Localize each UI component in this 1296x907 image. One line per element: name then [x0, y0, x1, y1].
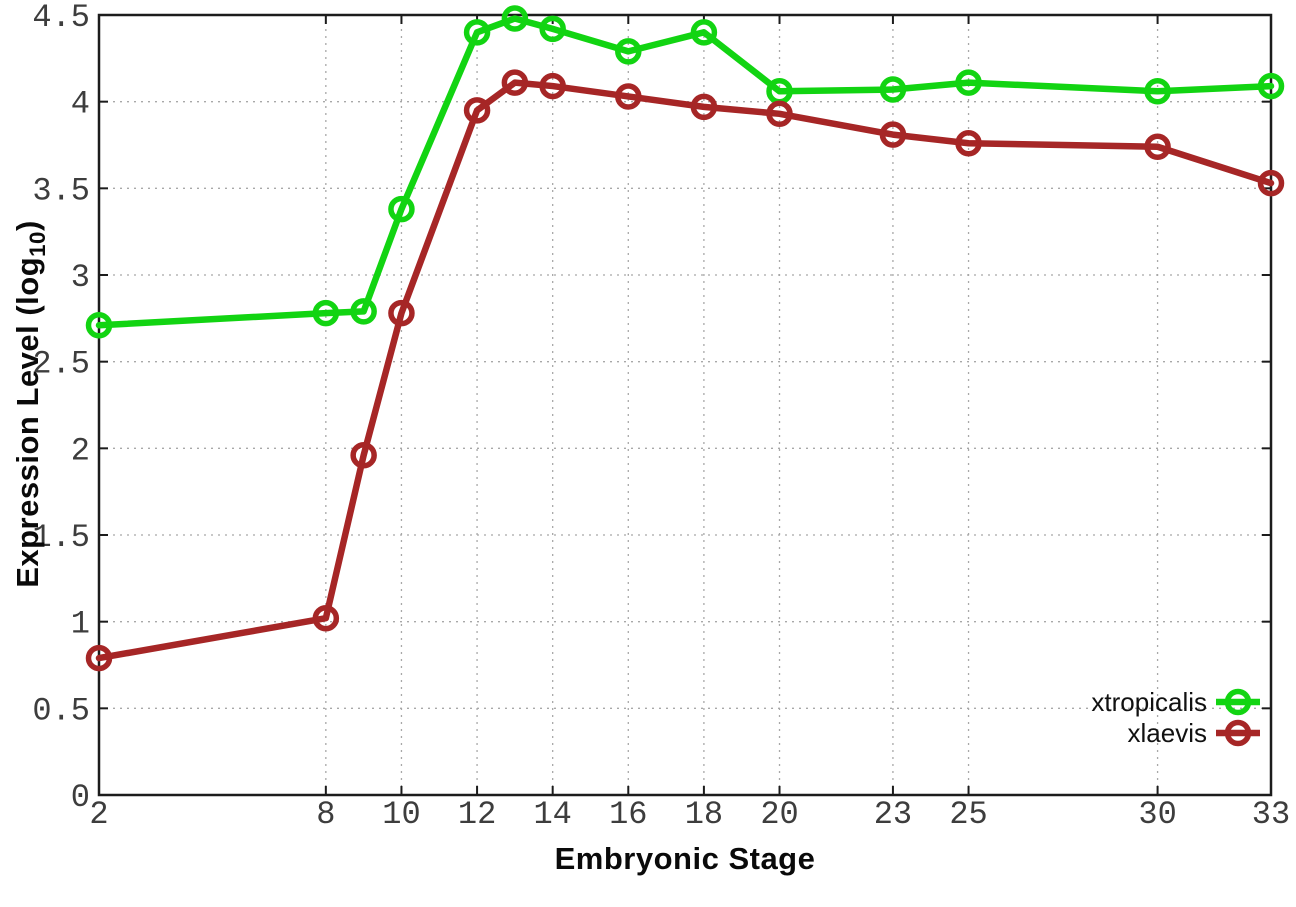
series-line-xlaevis	[95, 79, 1275, 662]
data-point-xlaevis	[463, 97, 491, 124]
data-point-xtropicalis	[312, 299, 340, 327]
data-point-xlaevis	[388, 299, 415, 327]
y-axis-title-subscript: 10	[25, 231, 51, 257]
y-axis-title: Expression Level (log10)	[5, 4, 51, 804]
series-line-xtropicalis	[95, 15, 1275, 329]
y-tick-label: 4	[71, 86, 90, 123]
x-tick-label: 12	[458, 796, 496, 833]
x-tick-label: 25	[949, 796, 987, 833]
data-point-xtropicalis	[388, 195, 415, 223]
y-tick-label: 3.5	[32, 172, 90, 209]
data-point-xtropicalis	[690, 19, 718, 46]
data-point-xlaevis	[501, 69, 529, 96]
y-tick-label: 4.5	[32, 0, 90, 36]
y-axis-title-close: )	[10, 220, 45, 232]
legend-label-xtropicalis: xtropicalis	[1091, 687, 1207, 717]
data-point-xlaevis	[350, 442, 377, 469]
y-tick-label: 3	[71, 259, 90, 296]
data-point-xlaevis	[955, 130, 982, 157]
data-point-xtropicalis	[501, 5, 529, 32]
x-tick-label: 16	[609, 796, 647, 833]
legend-marker-xlaevis	[1224, 719, 1252, 747]
data-point-xlaevis	[690, 93, 718, 121]
legend-marker-xtropicalis	[1224, 688, 1252, 716]
data-point-xtropicalis	[955, 69, 982, 96]
y-tick-label: 0	[71, 779, 90, 816]
data-point-xlaevis	[879, 121, 907, 148]
x-tick-label: 10	[382, 796, 420, 833]
data-point-xlaevis	[1144, 133, 1171, 160]
data-point-xtropicalis	[879, 76, 907, 103]
data-point-xlaevis	[85, 644, 113, 672]
data-point-xlaevis	[312, 604, 340, 632]
y-axis-title-main: Expression Level (log	[10, 256, 45, 588]
data-point-xlaevis	[615, 83, 642, 110]
x-tick-label: 8	[316, 796, 335, 833]
data-point-xtropicalis	[1257, 72, 1285, 100]
legend-label-xlaevis: xlaevis	[1128, 718, 1207, 748]
y-tick-label: 1	[71, 606, 90, 643]
data-point-xtropicalis	[539, 15, 566, 43]
x-tick-label: 30	[1138, 796, 1176, 833]
y-tick-label: 0.5	[32, 692, 90, 729]
y-tick-label: 2.5	[32, 346, 90, 383]
x-tick-label: 2	[89, 796, 108, 833]
data-point-xlaevis	[1257, 169, 1285, 197]
y-tick-label: 2	[71, 432, 90, 469]
plot-border	[97, 13, 1273, 797]
x-tick-label: 18	[685, 796, 723, 833]
x-tick-label: 20	[760, 796, 798, 833]
data-point-xtropicalis	[85, 312, 113, 339]
data-point-xtropicalis	[350, 298, 377, 325]
x-tick-label: 14	[533, 796, 571, 833]
x-tick-label: 23	[874, 796, 912, 833]
data-point-xlaevis	[766, 100, 793, 128]
data-point-xtropicalis	[615, 38, 642, 65]
x-axis-title: Embryonic Stage	[554, 841, 816, 876]
data-point-xtropicalis	[463, 19, 491, 46]
x-tick-label: 33	[1252, 796, 1290, 833]
data-point-xtropicalis	[1144, 78, 1171, 105]
y-tick-label: 1.5	[32, 519, 90, 556]
data-point-xlaevis	[539, 72, 566, 100]
